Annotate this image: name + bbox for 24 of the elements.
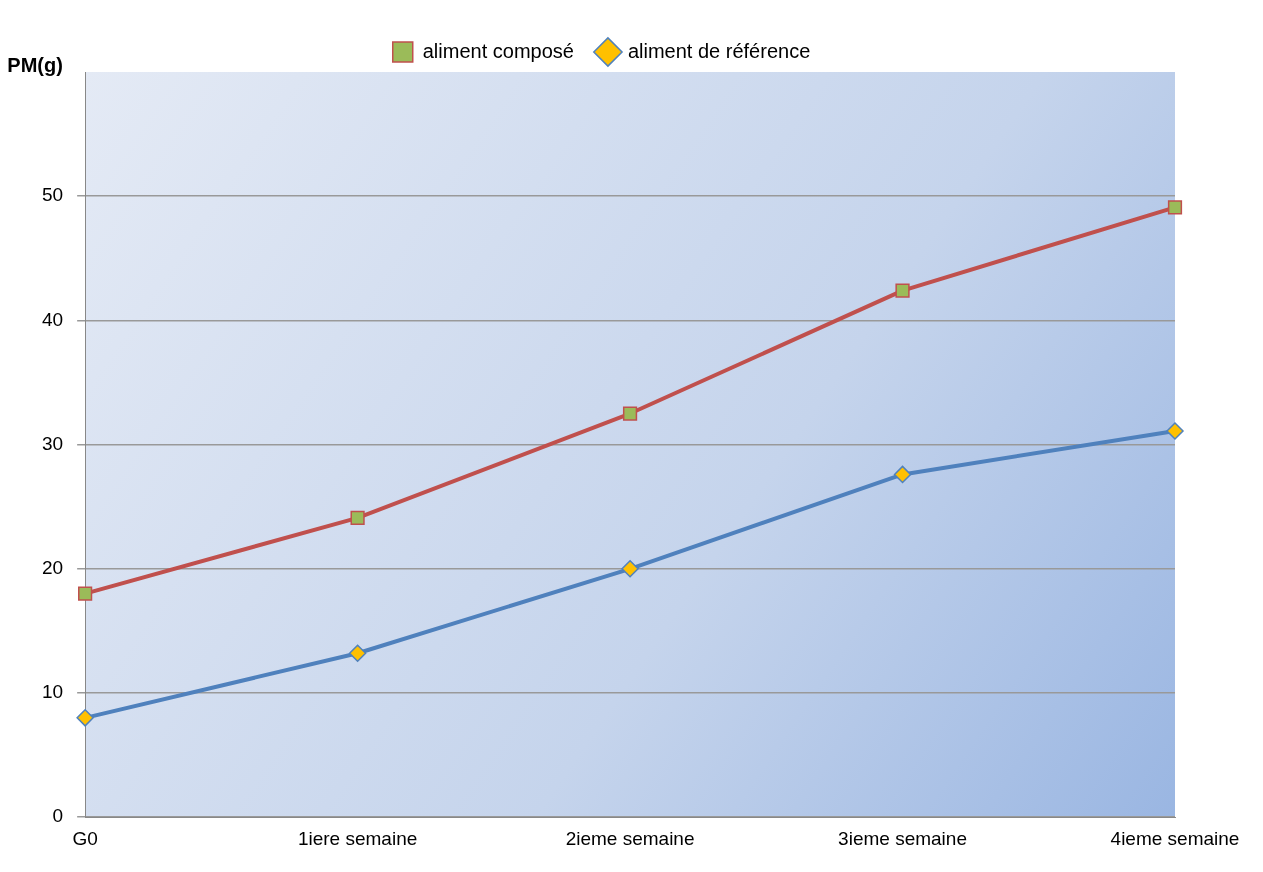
point <box>76 709 94 727</box>
y-tick-label: 40 <box>41 308 64 330</box>
y-tick-label: 50 <box>41 184 64 206</box>
x-tick-label: 2ieme semaine <box>565 827 695 849</box>
x-tick-label: 3ieme semaine <box>838 827 967 849</box>
point <box>1166 422 1184 440</box>
point <box>895 283 910 298</box>
y-tick-label: 30 <box>41 432 64 454</box>
point <box>348 644 367 663</box>
point <box>350 510 365 525</box>
x-tick-label: 4ieme semaine <box>1110 827 1240 849</box>
legend-label: aliment composé <box>422 39 574 62</box>
point <box>622 406 638 421</box>
y-axis-title: PM(g) <box>7 53 63 76</box>
point <box>621 560 639 578</box>
point <box>1167 200 1183 215</box>
y-tick-label: 0 <box>52 805 64 827</box>
y-tick-label: 20 <box>41 557 64 579</box>
point <box>78 586 93 601</box>
y-tick-label: 10 <box>41 681 64 703</box>
x-tick-label: G0 <box>72 827 98 849</box>
legend-label: aliment de référence <box>627 39 811 62</box>
x-tick-label: 1iere semaine <box>297 827 418 849</box>
point <box>893 465 912 484</box>
